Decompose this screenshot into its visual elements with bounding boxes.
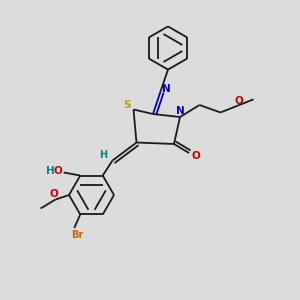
- Text: O: O: [191, 151, 200, 161]
- Text: H: H: [46, 166, 55, 176]
- Text: N: N: [161, 84, 170, 94]
- Text: O: O: [235, 95, 244, 106]
- Text: O: O: [54, 166, 63, 176]
- Text: Br: Br: [71, 230, 83, 240]
- Text: S: S: [123, 100, 131, 110]
- Text: O: O: [50, 189, 58, 200]
- Text: H: H: [99, 150, 108, 160]
- Text: N: N: [176, 106, 185, 116]
